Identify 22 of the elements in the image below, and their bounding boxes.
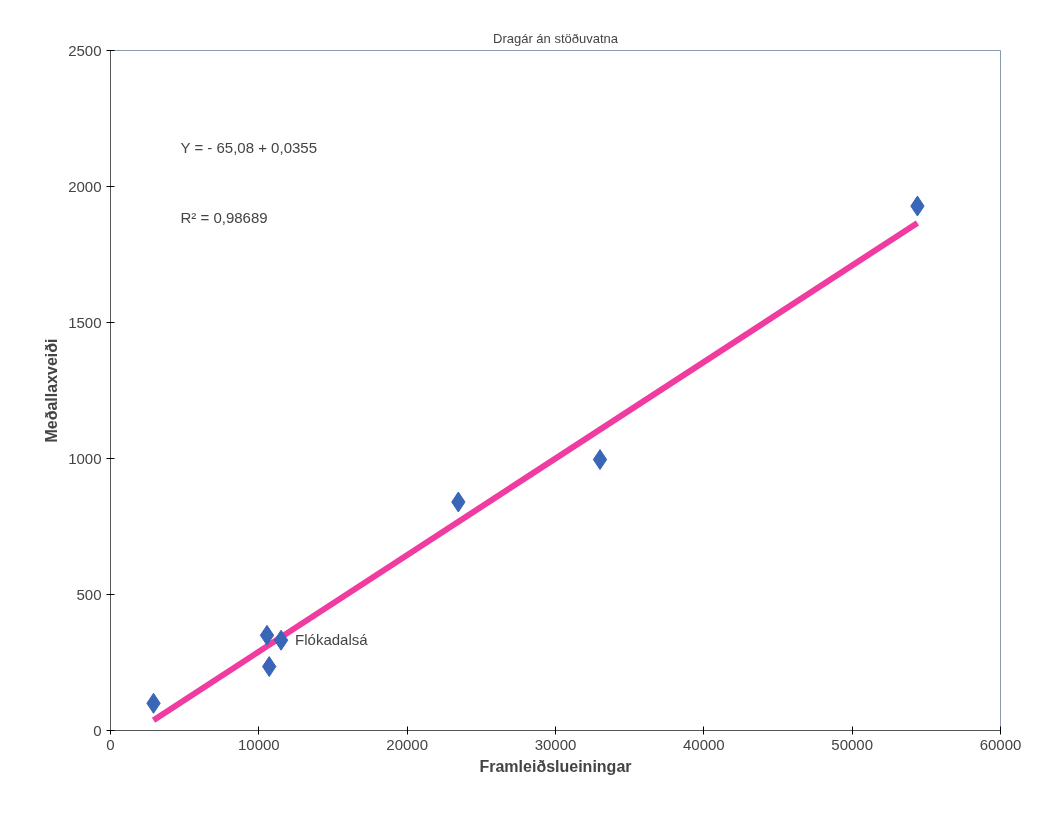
point [592,449,608,471]
y-tick-label: 1000 [68,449,102,467]
x-tick-label: 0 [106,735,115,753]
y-axis-title: Meðallaxveiði [43,338,61,443]
y-tick-label: 1500 [68,313,102,331]
x-tick-label: 10000 [237,735,280,753]
x-tick-label: 60000 [979,735,1022,753]
annotation: Flókadalsá [295,631,369,649]
y-tick-label: 500 [76,585,102,603]
chart-title: Dragár án stöðuvatna [492,30,619,46]
point [259,624,275,646]
y-tick-label: 2500 [68,41,102,59]
y-tick-label: 0 [93,721,102,739]
annotation: R² = 0,98689 [180,208,268,226]
x-tick-label: 40000 [682,735,725,753]
y-tick-label: 2000 [68,177,102,195]
x-tick-label: 20000 [386,735,429,753]
x-tick-label: 50000 [831,735,874,753]
x-tick-label: 30000 [534,735,577,753]
point [273,629,289,651]
x-axis-title: Framleiðslueiningar [479,757,632,775]
annotation: Y = - 65,08 + 0,0355 [180,138,318,156]
